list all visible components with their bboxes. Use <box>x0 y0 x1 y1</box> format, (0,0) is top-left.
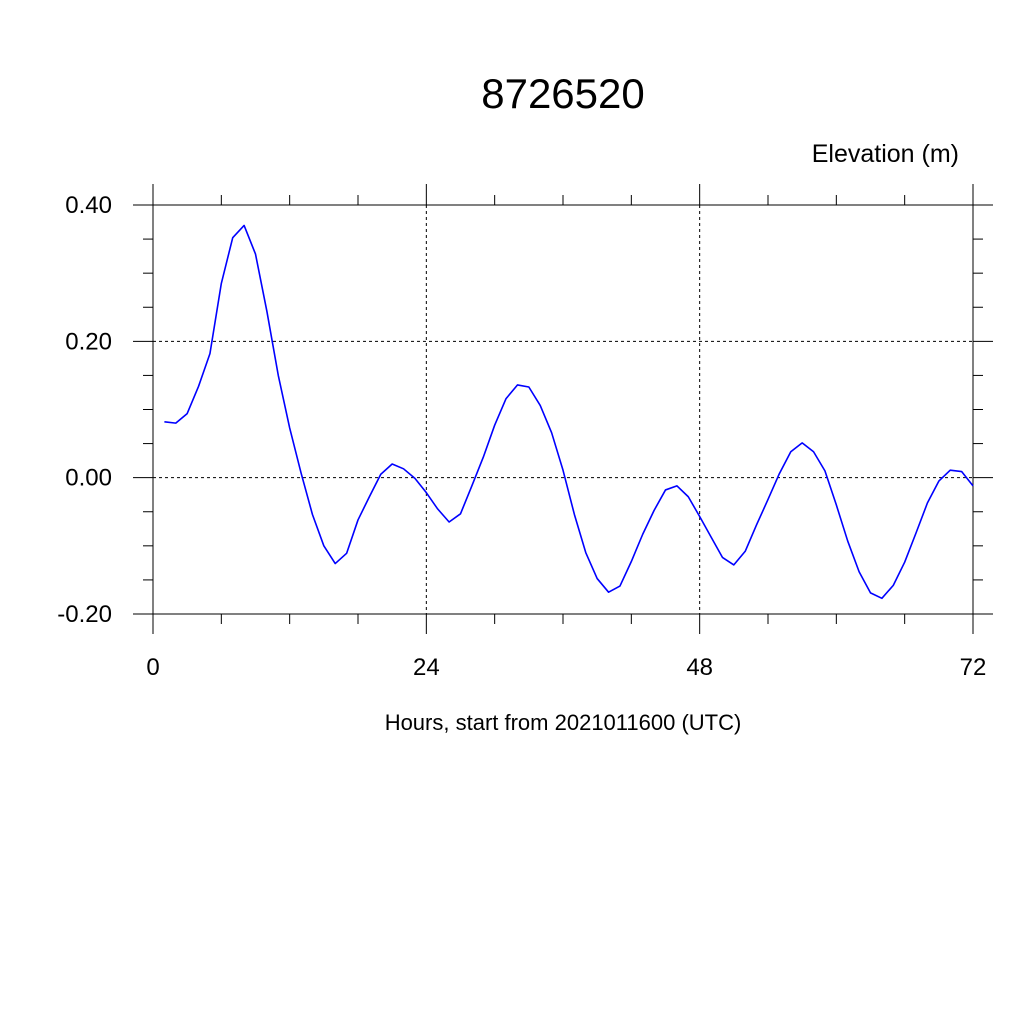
chart-title: 8726520 <box>481 70 645 117</box>
y-tick-label: 0.00 <box>65 465 112 492</box>
y-tick-label: 0.40 <box>65 192 112 219</box>
y-axis-label: Elevation (m) <box>812 140 959 168</box>
y-tick-label: 0.20 <box>65 328 112 355</box>
y-tick-label: -0.20 <box>57 601 112 628</box>
x-axis-label: Hours, start from 2021011600 (UTC) <box>385 710 742 735</box>
tick-label-layer: -0.20 0.00 0.20 0.40 0 24 48 72 <box>57 192 986 681</box>
elevation-series-line <box>164 224 974 600</box>
x-tick-label: 48 <box>686 654 713 681</box>
tick-layer <box>133 184 993 634</box>
x-tick-label: 0 <box>146 654 159 681</box>
series-layer <box>164 224 974 600</box>
x-tick-label: 24 <box>413 654 440 681</box>
grid-layer <box>152 204 974 615</box>
x-tick-label: 72 <box>960 654 987 681</box>
